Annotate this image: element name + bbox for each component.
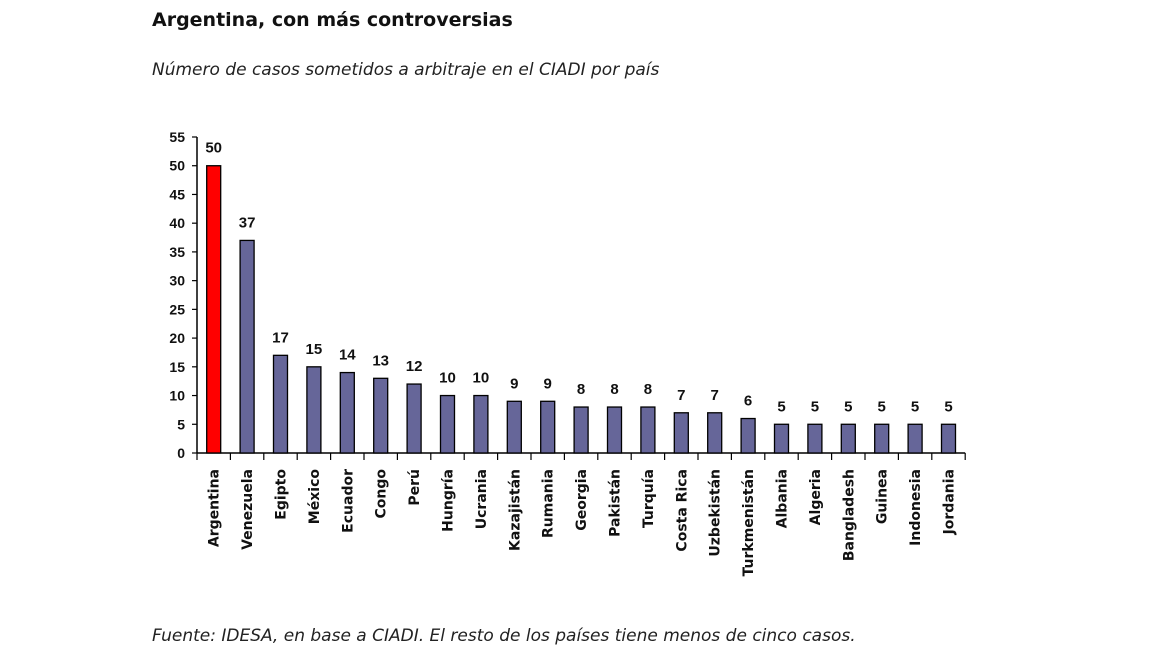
x-tick-label: Kazajistán: [507, 469, 523, 551]
data-label: 10: [439, 370, 456, 387]
bar-algeria: [807, 423, 823, 454]
data-label: 5: [878, 398, 886, 415]
bar-ecuador: [339, 371, 355, 454]
x-tick-label: Ecuador: [340, 469, 356, 533]
y-tick-label: 20: [169, 330, 185, 346]
x-tick-label: Egipto: [274, 469, 290, 520]
data-label: 10: [473, 370, 490, 387]
data-label: 7: [711, 387, 719, 404]
data-label: 5: [944, 398, 952, 415]
bar-ucrania: [473, 394, 489, 454]
bar-guinea: [874, 423, 890, 454]
chart-subtitle: Número de casos sometidos a arbitraje en…: [152, 60, 660, 80]
x-tick-label: Georgia: [574, 469, 590, 531]
bar-georgia: [573, 406, 589, 454]
x-tick-label: Ucrania: [474, 469, 490, 529]
bar-venezuela: [239, 239, 255, 454]
chart-title: Argentina, con más controversias: [152, 9, 513, 31]
source-note: Fuente: IDESA, en base a CIADI. El resto…: [152, 626, 856, 646]
data-label: 50: [205, 140, 222, 157]
x-tick-label: Hungría: [441, 469, 457, 532]
y-tick-label: 30: [169, 273, 185, 289]
x-tick-label: Algeria: [808, 469, 824, 525]
bar-hungr-a: [439, 394, 456, 454]
x-tick-label: Jordania: [942, 469, 958, 535]
y-tick-label: 0: [177, 445, 185, 461]
data-label: 13: [372, 352, 389, 369]
y-tick-label: 15: [169, 359, 185, 375]
bar-per-: [406, 383, 422, 454]
y-tick-label: 10: [169, 388, 185, 404]
data-label: 15: [306, 341, 323, 358]
data-label: 5: [811, 398, 819, 415]
bar-costa-rica: [673, 412, 689, 454]
bar-indonesia: [907, 423, 923, 454]
y-axis: 0 5 10 15 20 25 30 35 40 45 50 55: [169, 129, 198, 461]
data-label: 37: [239, 214, 256, 231]
x-tick-label: Perú: [407, 469, 423, 506]
bar-m-xico: [306, 366, 322, 454]
y-tick-label: 5: [177, 416, 185, 432]
data-label: 8: [644, 381, 652, 398]
x-tick-label: Venezuela: [240, 469, 256, 550]
bar-rumania: [540, 400, 556, 454]
y-tick-label: 25: [169, 301, 185, 317]
x-tick-label: Guinea: [875, 469, 891, 524]
bar-turkmenist-n: [740, 417, 756, 454]
bar-kazajist-n: [506, 400, 522, 454]
bar-turqu-a: [640, 406, 656, 454]
x-tick-label: México: [307, 469, 323, 525]
bars: [206, 165, 957, 454]
data-label: 8: [610, 381, 618, 398]
x-tick-label: Bangladesh: [841, 469, 857, 561]
x-tick-label: Argentina: [207, 469, 223, 547]
data-labels: 50 37 17 15 14 13 12 10 10 9 9 8 8 8 7 7 6 5 5 5 5 5 5: [205, 140, 952, 416]
bar-argentina: [206, 165, 222, 454]
x-tick-label: Albania: [775, 469, 791, 528]
x-tick-label: Pakistán: [608, 469, 624, 537]
x-tick-label: Indonesia: [908, 469, 924, 546]
data-label: 5: [911, 398, 919, 415]
data-label: 14: [339, 347, 356, 364]
y-tick-label: 35: [169, 244, 185, 260]
data-label: 5: [777, 398, 785, 415]
bar-albania: [773, 423, 790, 454]
x-tick-label: Costa Rica: [674, 469, 690, 552]
data-label: 7: [677, 387, 685, 404]
x-tick-label: Congo: [374, 469, 390, 519]
x-tick-labels: Argentina Venezuela Egipto México Ecuador Con…: [207, 469, 958, 577]
data-label: 12: [406, 358, 423, 375]
bar-bangladesh: [840, 423, 856, 454]
data-label: 6: [744, 393, 752, 410]
x-tick-label: Turkmenistán: [741, 469, 757, 576]
bar-jordania: [940, 423, 957, 454]
y-tick-label: 45: [169, 186, 185, 202]
bar-uzbekist-n: [707, 412, 723, 454]
y-tick-label: 40: [169, 215, 185, 231]
x-axis: [196, 452, 966, 460]
x-tick-label: Turquía: [641, 469, 657, 528]
data-label: 5: [844, 398, 852, 415]
x-tick-label: Rumania: [541, 469, 557, 538]
bar-pakist-n: [606, 406, 623, 454]
x-tick-label: Uzbekistán: [708, 469, 724, 557]
y-tick-label: 50: [169, 158, 185, 174]
data-label: 9: [510, 375, 518, 392]
data-label: 9: [544, 375, 552, 392]
data-label: 17: [272, 329, 289, 346]
bar-congo: [373, 377, 389, 454]
bar-egipto: [272, 354, 289, 454]
data-label: 8: [577, 381, 585, 398]
y-tick-label: 55: [169, 129, 185, 145]
